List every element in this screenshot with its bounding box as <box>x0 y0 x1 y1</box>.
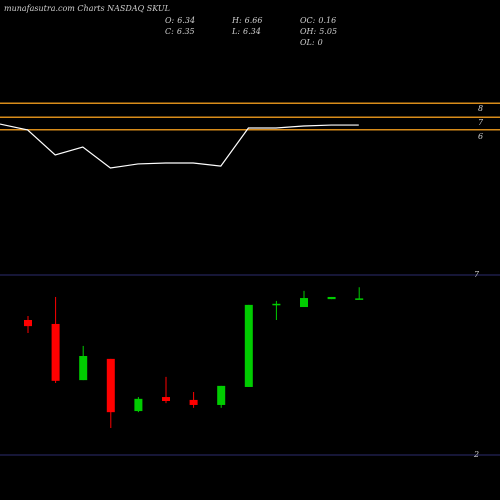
candle-body <box>300 298 308 308</box>
stat-label: OL: <box>300 38 315 47</box>
stat-label: H: <box>231 16 242 25</box>
candle-body <box>134 398 143 412</box>
y-tick-label: 2 <box>473 450 479 459</box>
stat-label: OC: <box>300 16 316 25</box>
candle-body <box>327 296 336 300</box>
stat-value: 5.05 <box>319 27 337 36</box>
y-tick-label: 8 <box>478 104 483 113</box>
stat: C: 6.35 <box>165 27 195 36</box>
stat: OH: 5.05 <box>300 27 337 36</box>
y-tick-label: 7 <box>474 270 480 279</box>
y-tick-label: 7 <box>478 118 484 127</box>
stat: OL: 0 <box>300 38 323 47</box>
chart-title: munafasutra.com Charts NASDAQ SKUL <box>4 4 170 13</box>
stat: H: 6.66 <box>231 16 262 25</box>
stat: OC: 0.16 <box>300 16 336 25</box>
line <box>0 123 359 169</box>
candle-body <box>189 399 198 405</box>
candle-body <box>51 323 60 381</box>
stat-value: 0 <box>318 38 323 47</box>
stat-value: 6.34 <box>243 27 261 36</box>
stat-label: L: <box>231 27 240 36</box>
candle-body <box>162 397 170 401</box>
candle-body <box>244 304 253 387</box>
stat-value: 0.16 <box>318 16 336 25</box>
y-tick-label: 6 <box>478 132 483 141</box>
candle-body <box>272 303 281 306</box>
candle-body <box>106 358 115 413</box>
stat-label: C: <box>165 27 174 36</box>
candle-body <box>355 298 364 300</box>
stat-value: 6.66 <box>245 16 263 25</box>
stat-value: 6.35 <box>177 27 195 36</box>
stat-value: 6.34 <box>177 16 195 25</box>
candle-body <box>217 385 226 405</box>
stat: O: 6.34 <box>165 16 195 25</box>
stat-label: OH: <box>300 27 317 36</box>
candle-body <box>24 320 32 327</box>
stat: L: 6.34 <box>231 27 261 36</box>
stat-label: O: <box>165 16 175 25</box>
candle-body <box>79 356 88 381</box>
